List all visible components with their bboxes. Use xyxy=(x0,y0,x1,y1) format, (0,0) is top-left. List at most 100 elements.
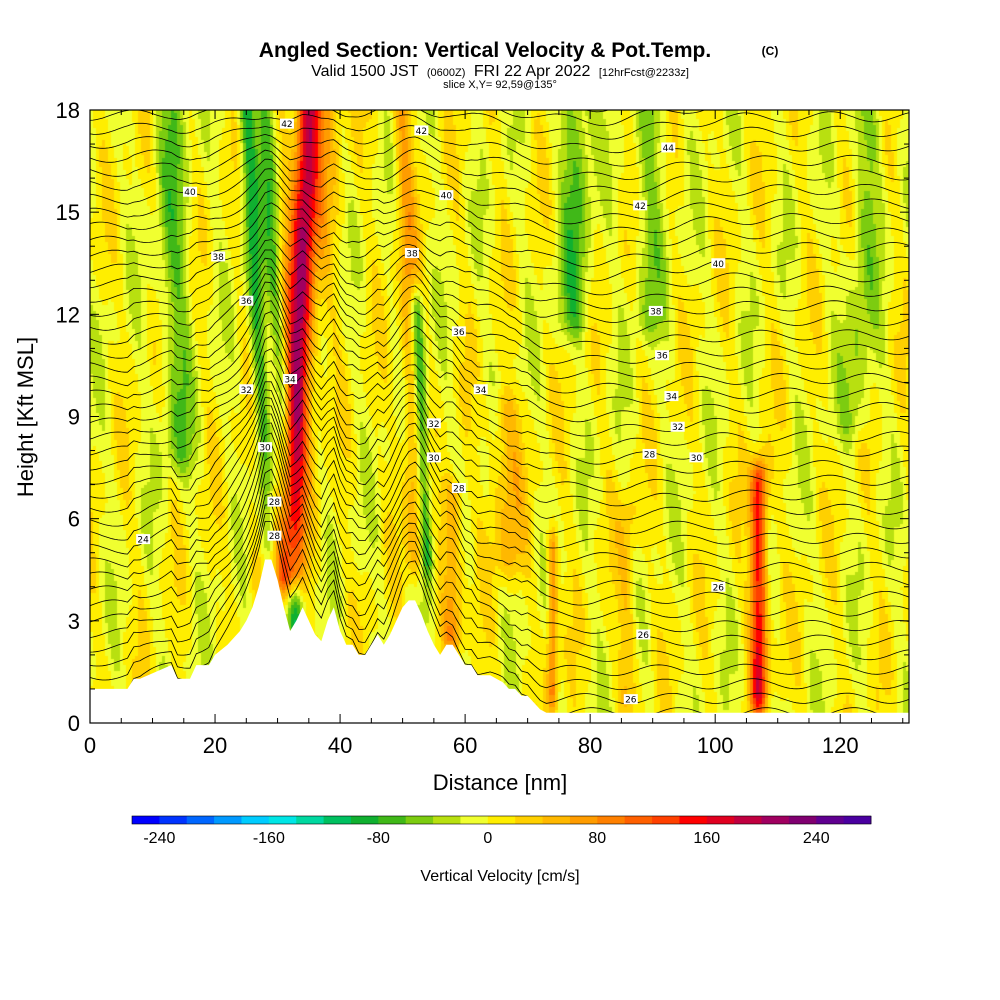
contour-label-text: 36 xyxy=(241,297,253,307)
x-tick-label: 120 xyxy=(822,733,859,758)
x-axis: 0 20 40 60 80 100 120 xyxy=(84,110,904,758)
contour-label-bg xyxy=(655,350,670,361)
subtitle-valid-prefix: Valid 1500 JST xyxy=(311,63,419,80)
colorbar-swatch xyxy=(378,816,407,824)
x-tick-label: 60 xyxy=(453,733,477,758)
contour-label-bg xyxy=(711,258,726,269)
contour-label-bg xyxy=(239,295,254,306)
y-tick-label: 9 xyxy=(68,405,80,430)
contour-label: 42 xyxy=(633,200,648,212)
y-tick-label: 3 xyxy=(68,609,80,634)
contour-label-bg xyxy=(267,496,282,507)
contour-label-text: 30 xyxy=(428,454,440,464)
contour-label-text: 38 xyxy=(406,250,418,260)
isentrope-line xyxy=(90,257,909,351)
colorbar-swatch xyxy=(268,816,297,824)
isentrope-line xyxy=(90,348,909,479)
chart-title-units: (C) xyxy=(762,44,779,58)
colorbar-swatch xyxy=(433,816,461,824)
colorbar-swatch xyxy=(241,816,270,824)
contour-label: 30 xyxy=(258,442,273,454)
isentrope-line xyxy=(90,322,909,451)
subtitle-valid-date: FRI 22 Apr 2022 xyxy=(474,63,591,80)
contour-label: 38 xyxy=(648,305,663,317)
isentrope-line xyxy=(90,168,909,239)
contour-label: 40 xyxy=(711,258,726,270)
x-tick-label: 40 xyxy=(328,733,352,758)
contour-label: 32 xyxy=(670,421,685,433)
isentrope-line xyxy=(90,125,909,167)
contour-label-text: 44 xyxy=(663,144,675,154)
vertical-velocity-field xyxy=(90,110,909,723)
contour-label-text: 42 xyxy=(634,202,645,212)
isentrope-line xyxy=(90,281,909,394)
colorbar-swatch xyxy=(405,816,434,824)
isentrope-line xyxy=(90,141,909,195)
x-tick-label: 100 xyxy=(697,733,734,758)
y-tick-label: 6 xyxy=(68,507,80,532)
isentrope-line xyxy=(90,189,909,268)
isentrope-line xyxy=(90,468,909,648)
colorbar-swatch xyxy=(706,816,735,824)
isentrope-line xyxy=(90,239,909,323)
contour-label-bg xyxy=(664,391,679,402)
contour-label-text: 34 xyxy=(475,386,487,396)
contour-label-text: 40 xyxy=(184,188,196,198)
y-tick-label: 0 xyxy=(68,711,80,736)
contour-label: 32 xyxy=(239,384,254,396)
isentrope-line xyxy=(90,456,909,634)
contour-label-bg xyxy=(636,629,651,640)
contour-label: 28 xyxy=(451,483,466,495)
isentrope-line xyxy=(90,389,909,535)
contour-label: 24 xyxy=(136,534,151,546)
contour-label: 44 xyxy=(661,142,676,154)
contour-label: 38 xyxy=(404,248,419,260)
isentrope-line xyxy=(90,149,909,210)
contour-label-bg xyxy=(661,142,676,153)
contour-label-text: 26 xyxy=(625,696,637,706)
contour-label-bg xyxy=(623,694,638,705)
subtitle-valid-utc: (0600Z) xyxy=(427,67,466,79)
isentrope-line xyxy=(90,513,909,705)
contour-label-text: 30 xyxy=(259,444,271,454)
contour-label: 40 xyxy=(439,190,454,202)
colorbar-swatch xyxy=(597,816,626,824)
colorbar-swatch xyxy=(652,816,680,824)
isentrope-line xyxy=(90,273,909,379)
isentrope-line xyxy=(90,300,909,423)
chart-title: Angled Section: Vertical Velocity & Pot.… xyxy=(259,39,711,62)
potential-temperature-contours xyxy=(90,110,909,719)
x-axis-label: Distance [nm] xyxy=(433,770,568,795)
contour-label-text: 42 xyxy=(416,127,427,137)
contour-label: 34 xyxy=(473,384,488,396)
contour-label-bg xyxy=(279,118,294,129)
colorbar-swatch xyxy=(542,816,571,824)
slice-info: slice X,Y= 92,59@135° xyxy=(443,79,557,91)
contour-label-bg xyxy=(451,483,466,494)
contour-label-text: 38 xyxy=(650,307,662,317)
colorbar-swatch xyxy=(734,816,762,824)
isentrope-line xyxy=(90,290,909,408)
isentrope-line xyxy=(90,371,909,507)
contour-label-text: 24 xyxy=(137,536,149,546)
colorbar-swatch xyxy=(296,816,324,824)
colorbar-swatch xyxy=(816,816,845,824)
contour-label-text: 28 xyxy=(644,450,656,460)
colorbar-swatch xyxy=(569,816,598,824)
colorbar xyxy=(131,815,872,825)
contour-label: 32 xyxy=(426,418,441,430)
contour-label-bg xyxy=(633,200,648,211)
contour-label-bg xyxy=(267,530,282,541)
colorbar-swatch xyxy=(214,816,242,824)
contour-label-text: 32 xyxy=(672,423,683,433)
colorbar-swatch xyxy=(132,816,160,824)
contour-label-bg xyxy=(258,442,273,453)
contour-label-bg xyxy=(439,190,454,201)
colorbar-tick-label: -160 xyxy=(253,830,285,847)
contour-label-bg xyxy=(642,448,657,459)
colorbar-swatch xyxy=(460,816,489,824)
contour-label-bg xyxy=(283,374,298,385)
contour-label-text: 42 xyxy=(281,120,292,130)
colorbar-swatch xyxy=(761,816,790,824)
